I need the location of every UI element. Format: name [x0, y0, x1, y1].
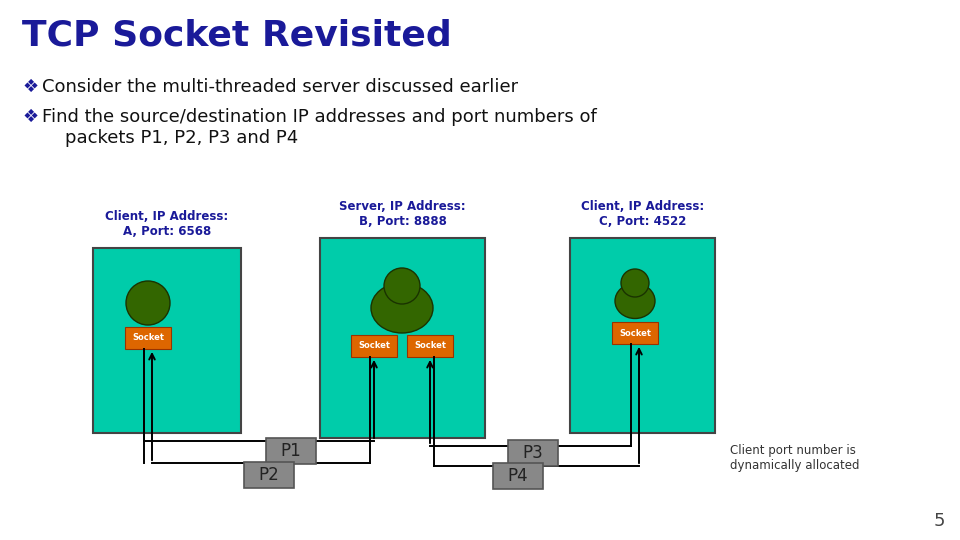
Ellipse shape	[371, 283, 433, 333]
Text: P3: P3	[522, 444, 542, 462]
Bar	[612, 322, 658, 344]
Text: P1: P1	[280, 442, 300, 460]
Text: ❖: ❖	[22, 78, 38, 96]
Text: TCP Socket Revisited: TCP Socket Revisited	[22, 18, 452, 52]
Text: Socket: Socket	[619, 328, 651, 338]
Bar	[125, 327, 171, 349]
Bar	[570, 238, 715, 433]
Text: P2: P2	[258, 466, 278, 484]
Bar	[492, 463, 542, 489]
Bar	[351, 335, 397, 357]
Circle shape	[621, 269, 649, 297]
Bar	[266, 438, 316, 464]
Circle shape	[384, 268, 420, 304]
Text: Socket: Socket	[132, 334, 164, 342]
Bar	[407, 335, 453, 357]
Text: Server, IP Address:
B, Port: 8888: Server, IP Address: B, Port: 8888	[339, 200, 466, 228]
Text: Consider the multi-threaded server discussed earlier: Consider the multi-threaded server discu…	[42, 78, 518, 96]
Text: P4: P4	[507, 467, 528, 485]
Bar	[93, 248, 241, 433]
Bar	[508, 440, 558, 466]
Text: 5: 5	[933, 512, 945, 530]
Text: Socket: Socket	[414, 341, 446, 350]
Ellipse shape	[615, 284, 655, 319]
Circle shape	[126, 281, 170, 325]
Text: Find the source/destination IP addresses and port numbers of
    packets P1, P2,: Find the source/destination IP addresses…	[42, 108, 597, 147]
Bar	[320, 238, 485, 438]
Text: Client, IP Address:
A, Port: 6568: Client, IP Address: A, Port: 6568	[106, 210, 228, 238]
Bar	[244, 462, 294, 488]
Text: Client port number is
dynamically allocated: Client port number is dynamically alloca…	[730, 444, 859, 472]
Text: Socket: Socket	[358, 341, 390, 350]
Text: ❖: ❖	[22, 108, 38, 126]
Text: Client, IP Address:
C, Port: 4522: Client, IP Address: C, Port: 4522	[581, 200, 704, 228]
